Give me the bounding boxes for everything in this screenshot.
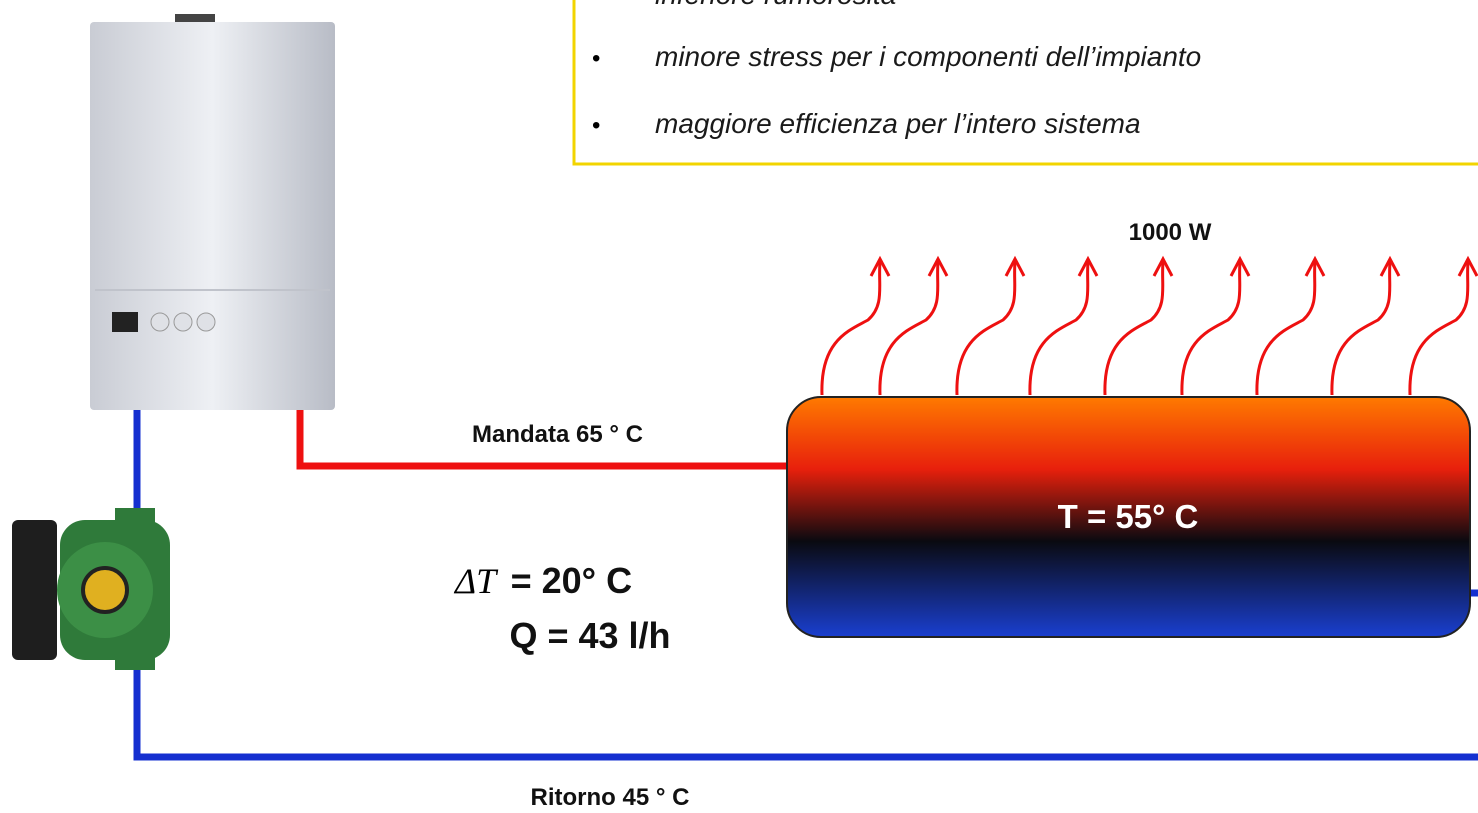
note-box <box>572 0 1478 166</box>
arrow-head <box>1229 255 1251 277</box>
return-label: Ritorno 45 ° C <box>531 784 690 811</box>
bullet-dot: • <box>592 45 600 72</box>
boiler <box>90 14 335 410</box>
delta-value: = 20° C <box>511 560 632 601</box>
heat-arrows <box>820 255 1478 396</box>
arrow-head <box>1077 255 1099 277</box>
arrow-head <box>1304 255 1326 277</box>
heat-arrow <box>1103 261 1165 396</box>
pump <box>12 508 170 670</box>
heat-arrow <box>1255 261 1317 396</box>
radiator <box>786 396 1471 638</box>
delta-label: ΔT = 20° C <box>453 560 632 601</box>
bullet-dot: • <box>592 0 600 10</box>
delta-symbol: ΔT <box>453 561 499 601</box>
heat-arrow <box>1330 261 1392 396</box>
radiator-temp: T = 55° C <box>1058 498 1199 535</box>
arrow-head <box>927 255 949 277</box>
arrow-head <box>1004 255 1026 277</box>
arrow-head <box>869 255 891 277</box>
supply-pipe <box>296 410 792 470</box>
heat-arrow <box>955 261 1017 396</box>
supply-label: Mandata 65 ° C <box>472 421 643 448</box>
heat-arrow <box>820 261 882 396</box>
heat-arrow <box>1408 261 1470 396</box>
arrow-head <box>1457 255 1478 277</box>
power-label: 1000 W <box>1129 219 1212 246</box>
bullet: maggiore efficienza per l’intero sistema <box>655 108 1141 139</box>
bullet: inferiore rumorosità <box>655 0 896 10</box>
arrow-head <box>1379 255 1401 277</box>
bullet: minore stress per i componenti dell’impi… <box>655 41 1201 72</box>
heat-arrow <box>1028 261 1090 396</box>
bullet-dot: • <box>592 112 600 139</box>
arrow-head <box>1152 255 1174 277</box>
heat-arrow <box>878 261 940 396</box>
flow-label: Q = 43 l/h <box>509 615 670 656</box>
heat-arrow <box>1180 261 1242 396</box>
return-pipe <box>133 370 1478 761</box>
